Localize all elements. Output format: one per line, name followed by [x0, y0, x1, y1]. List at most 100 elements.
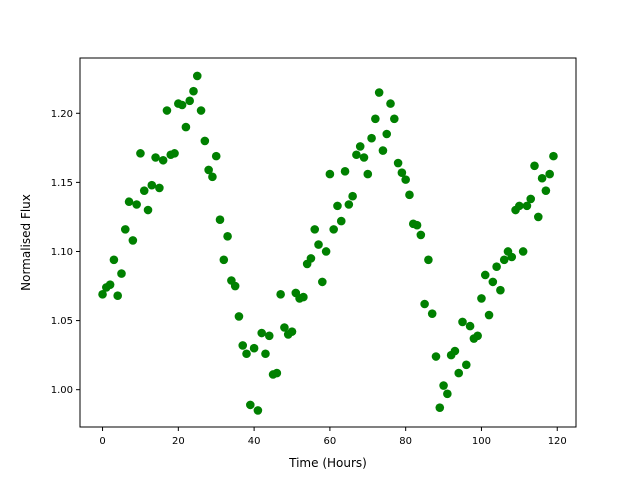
data-point — [526, 194, 536, 204]
data-point — [200, 136, 210, 146]
data-point — [537, 173, 547, 183]
data-point — [412, 220, 422, 230]
data-point — [439, 381, 448, 390]
data-point — [219, 255, 229, 265]
data-point — [386, 99, 395, 108]
data-point — [306, 254, 316, 263]
data-point — [465, 321, 475, 331]
data-point — [242, 349, 251, 359]
y-axis-label: Normalised Flux — [19, 194, 33, 291]
data-point — [371, 114, 380, 124]
data-point — [329, 225, 338, 234]
data-point — [249, 343, 259, 353]
data-point — [185, 96, 194, 106]
data-point — [333, 201, 342, 211]
y-tick-label: 1.10 — [51, 247, 73, 258]
data-point — [238, 341, 248, 350]
data-point — [382, 129, 392, 139]
data-point — [287, 327, 297, 336]
data-point — [325, 169, 335, 179]
data-point — [280, 323, 289, 332]
data-point — [211, 151, 221, 161]
data-point — [473, 331, 482, 341]
data-point — [420, 299, 429, 309]
data-point — [162, 106, 172, 115]
data-point — [204, 165, 213, 175]
data-point — [397, 168, 407, 178]
data-point — [98, 290, 107, 299]
data-point — [181, 122, 191, 132]
data-point — [120, 225, 130, 234]
y-tick-label: 1.20 — [51, 109, 73, 120]
data-point — [541, 186, 551, 195]
data-point — [158, 155, 168, 165]
data-point — [272, 368, 282, 378]
data-point — [352, 150, 361, 160]
data-point — [393, 158, 403, 168]
data-point — [147, 180, 157, 190]
data-point — [344, 200, 354, 209]
data-points — [98, 71, 558, 415]
data-point — [261, 349, 270, 359]
data-point — [246, 400, 255, 410]
data-point — [530, 161, 539, 171]
data-point — [431, 352, 441, 361]
data-point — [355, 142, 365, 151]
data-point — [196, 106, 206, 115]
data-point — [109, 255, 119, 265]
data-point — [454, 368, 464, 378]
data-point — [484, 310, 494, 320]
data-point — [549, 151, 558, 161]
data-point — [310, 225, 320, 234]
y-tick-label: 1.00 — [51, 385, 73, 396]
data-point — [257, 328, 266, 338]
data-point — [427, 309, 437, 318]
data-point — [492, 262, 501, 271]
data-point — [321, 247, 331, 256]
data-point — [253, 406, 263, 415]
data-point — [234, 312, 244, 321]
data-point — [299, 292, 308, 302]
data-point — [424, 255, 433, 265]
data-point — [462, 360, 471, 370]
data-point — [177, 100, 187, 110]
data-point — [124, 197, 134, 207]
data-point — [359, 153, 369, 162]
data-point — [480, 270, 490, 280]
data-point — [499, 255, 509, 265]
data-point — [522, 201, 532, 211]
data-point — [189, 86, 198, 96]
data-point — [192, 71, 202, 81]
data-point — [378, 146, 388, 155]
data-point — [314, 240, 323, 249]
y-tick-label: 1.15 — [51, 178, 73, 189]
data-point — [139, 186, 149, 195]
data-point — [223, 231, 232, 241]
data-point — [105, 280, 115, 289]
data-point — [215, 215, 225, 224]
plot-frame — [79, 57, 577, 428]
x-tick-label: 80 — [399, 436, 412, 447]
data-point — [450, 346, 460, 356]
data-point — [507, 252, 517, 262]
data-point — [151, 153, 160, 162]
data-point — [390, 114, 399, 124]
data-point — [363, 169, 373, 179]
x-axis-label: Time (Hours) — [288, 456, 367, 470]
y-axis-ticks: 1.00 1.05 1.10 1.15 1.20 — [51, 109, 80, 396]
data-point — [208, 172, 217, 182]
data-point — [496, 285, 505, 295]
data-point — [515, 201, 524, 211]
data-point — [276, 290, 285, 299]
data-point — [405, 190, 414, 200]
data-point — [401, 175, 410, 184]
data-point — [155, 183, 164, 193]
data-point — [113, 291, 122, 301]
data-point — [443, 389, 452, 399]
data-point — [143, 205, 153, 215]
x-tick-label: 100 — [472, 436, 491, 447]
data-point — [374, 88, 384, 97]
y-tick-label: 1.05 — [51, 316, 73, 327]
data-point — [534, 212, 543, 222]
